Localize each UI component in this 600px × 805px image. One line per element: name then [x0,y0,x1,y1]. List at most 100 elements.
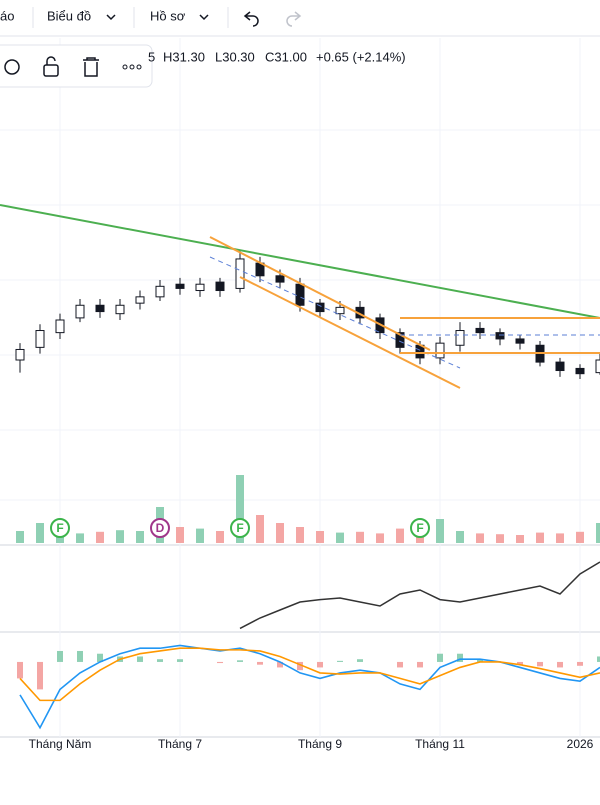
event-marker [230,518,250,538]
volume-bar [276,523,284,543]
candle-body [175,283,185,289]
chevron [106,14,116,21]
volume-bar [356,531,364,543]
channel-line [239,276,461,389]
macd-histogram [337,660,343,662]
event-marker [150,518,170,538]
settings-icon[interactable] [4,59,20,75]
candle-body [215,281,225,292]
event-marker [410,518,430,538]
volume-bar [236,475,244,543]
x-tick-label: Tháng 7 [158,737,202,751]
macd-histogram [457,653,463,662]
macd-histogram [597,656,600,662]
macd-histogram [97,653,103,662]
candle-body [335,306,345,315]
volume-bar [196,528,204,543]
redo-icon[interactable] [286,11,302,27]
macd-histogram [557,661,563,668]
event-label: F [56,521,63,535]
volume-bar [136,531,144,543]
delete-icon[interactable] [83,57,99,77]
volume-bar [396,528,404,543]
channel-mid [209,256,461,369]
x-tick-label: Tháng 9 [298,737,342,751]
volume-bar [256,515,264,543]
rs-line [239,561,600,630]
more-icon[interactable] [122,64,142,70]
macd-histogram [157,659,163,662]
volume-bar [296,527,304,543]
candle-body [295,283,305,306]
dot [136,64,142,70]
volume-bar [216,531,224,543]
candle-body [435,342,445,359]
volume-bar [496,534,504,543]
candle-body [275,275,285,283]
grid [0,38,600,738]
volume-bar [96,531,104,543]
candle-body [235,258,245,289]
lock-shackle [46,56,56,65]
legend-high: H31.30 [163,49,205,64]
drawing-toolbar [0,44,153,88]
event-label: F [416,521,423,535]
menu-item[interactable]: Biểu đồ [47,8,91,23]
menu-item[interactable]: áo [0,8,14,23]
macd-histogram [77,650,83,662]
event-label: D [156,521,165,535]
menu-item[interactable]: Hồ sơ [150,8,186,23]
volume-bar [176,527,184,543]
macd-histogram [17,661,23,679]
candle-body [455,330,465,346]
candle-body [15,348,25,361]
macd-histogram [177,659,183,662]
macd-histogram [137,656,143,662]
candle-body [555,361,565,372]
macd-histogram [277,661,283,668]
event-marker [50,518,70,538]
volume-bar [16,531,24,543]
macd-histogram [437,653,443,662]
channel-line [209,236,431,351]
volume-bar [336,532,344,543]
volume-bar [516,535,524,543]
candle-body [515,338,525,344]
volume-bar [76,533,84,543]
volume-bar [556,533,564,543]
lock-icon[interactable] [43,64,59,77]
candle-body [35,330,45,348]
candle-body [95,304,105,313]
x-tick-label: Tháng 11 [415,737,465,751]
legend-low: L30.30 [215,49,255,64]
undo-icon[interactable] [243,11,259,27]
x-tick-label: 2026 [567,737,594,751]
macd-histogram [477,659,483,662]
volume-bar [116,530,124,543]
candle-body [195,283,205,292]
macd-histogram [297,661,303,671]
candle-body [495,332,505,340]
macd-histogram [577,661,583,666]
legend-change: +0.65 (+2.14%) [316,49,406,64]
macd-histogram [217,661,223,664]
macd-histogram [417,661,423,668]
candle-body [135,296,145,304]
candle-body [595,359,600,374]
dot [129,64,135,70]
macd-histogram [357,659,363,662]
candle-body [475,327,485,334]
macd-histogram [317,661,323,668]
candle-body [395,332,405,348]
candle-body [55,319,65,334]
volume-bar [596,523,600,543]
volume-bar [316,531,324,543]
macd-histogram [397,661,403,668]
chevron [199,14,209,21]
volume-bar [456,531,464,543]
volume-bar [476,533,484,543]
candle-body [575,367,585,375]
candle-body [75,304,85,319]
